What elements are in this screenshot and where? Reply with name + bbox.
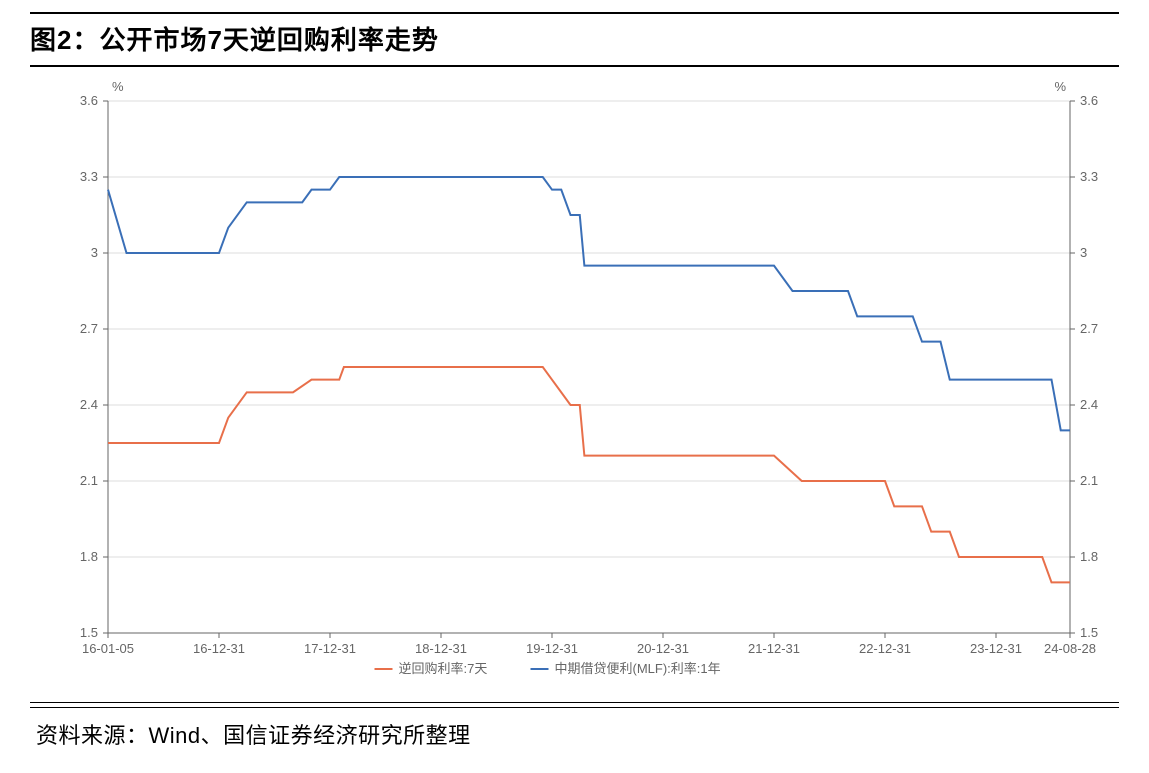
svg-text:%: % xyxy=(112,79,124,94)
svg-text:1.5: 1.5 xyxy=(1080,625,1098,640)
svg-text:16-12-31: 16-12-31 xyxy=(193,641,245,656)
svg-text:2.1: 2.1 xyxy=(80,473,98,488)
svg-text:2.1: 2.1 xyxy=(1080,473,1098,488)
svg-text:18-12-31: 18-12-31 xyxy=(415,641,467,656)
svg-text:%: % xyxy=(1054,79,1066,94)
svg-text:3.6: 3.6 xyxy=(80,93,98,108)
source-label: 资料来源：Wind、国信证券经济研究所整理 xyxy=(36,718,1119,750)
svg-text:22-12-31: 22-12-31 xyxy=(859,641,911,656)
svg-text:20-12-31: 20-12-31 xyxy=(637,641,689,656)
svg-text:23-12-31: 23-12-31 xyxy=(970,641,1022,656)
svg-text:17-12-31: 17-12-31 xyxy=(304,641,356,656)
svg-text:3: 3 xyxy=(91,245,98,260)
svg-text:3.3: 3.3 xyxy=(80,169,98,184)
svg-text:3.3: 3.3 xyxy=(1080,169,1098,184)
chart-area: 1.5 1.5 1.8 1.8 2.1 2.1 2.4 2.4 2.7 2.7 3 3 3.3 3.3 3.… xyxy=(30,73,1119,698)
svg-text:逆回购利率:7天: 逆回购利率:7天 xyxy=(399,661,488,676)
svg-text:1.5: 1.5 xyxy=(80,625,98,640)
chart-title: 图2：公开市场7天逆回购利率走势 xyxy=(30,20,1119,57)
svg-text:19-12-31: 19-12-31 xyxy=(526,641,578,656)
bottom-divider xyxy=(30,702,1119,708)
chart-title-bar: 图2：公开市场7天逆回购利率走势 xyxy=(30,12,1119,67)
svg-text:2.4: 2.4 xyxy=(80,397,98,412)
svg-text:1.8: 1.8 xyxy=(1080,549,1098,564)
svg-text:中期借贷便利(MLF):利率:1年: 中期借贷便利(MLF):利率:1年 xyxy=(555,661,721,676)
figure-container: 图2：公开市场7天逆回购利率走势 1.5 1.5 1.8 1.8 2.1 2.1 2.4 2.… xyxy=(0,0,1149,773)
svg-text:24-08-28: 24-08-28 xyxy=(1044,641,1096,656)
line-chart: 1.5 1.5 1.8 1.8 2.1 2.1 2.4 2.4 2.7 2.7 3 3 3.3 3.3 3.… xyxy=(30,73,1119,693)
svg-text:21-12-31: 21-12-31 xyxy=(748,641,800,656)
svg-text:1.8: 1.8 xyxy=(80,549,98,564)
svg-text:16-01-05: 16-01-05 xyxy=(82,641,134,656)
svg-text:2.4: 2.4 xyxy=(1080,397,1098,412)
svg-text:2.7: 2.7 xyxy=(80,321,98,336)
svg-text:2.7: 2.7 xyxy=(1080,321,1098,336)
svg-text:3: 3 xyxy=(1080,245,1087,260)
svg-text:3.6: 3.6 xyxy=(1080,93,1098,108)
